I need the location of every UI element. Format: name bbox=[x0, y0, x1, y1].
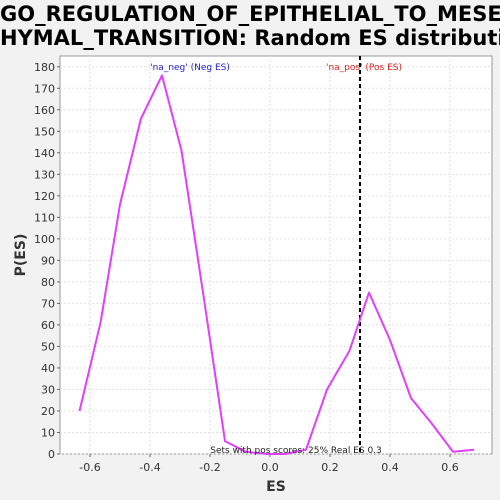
x-tick-label: -0.6 bbox=[79, 461, 100, 474]
y-axis-label: P(ES) bbox=[13, 234, 29, 277]
y-tick-label: 30 bbox=[41, 383, 55, 396]
x-tick-label: -0.4 bbox=[139, 461, 160, 474]
chart-title-line-1: GO_REGULATION_OF_EPITHELIAL_TO_MESENC bbox=[0, 2, 500, 26]
y-tick-label: 70 bbox=[41, 297, 55, 310]
y-tick-label: 140 bbox=[34, 147, 55, 160]
y-tick-label: 90 bbox=[41, 254, 55, 267]
chart-title-line-2: HYMAL_TRANSITION: Random ES distribution bbox=[0, 26, 500, 50]
x-tick-label: 0.0 bbox=[261, 461, 279, 474]
y-tick-label: 110 bbox=[34, 211, 55, 224]
y-tick-label: 20 bbox=[41, 405, 55, 418]
y-tick-label: 40 bbox=[41, 362, 55, 375]
x-tick-label: 0.2 bbox=[321, 461, 339, 474]
x-axis-ticks: -0.6 -0.4 -0.2 0.0 0.2 0.4 0.6 bbox=[79, 454, 459, 474]
legend-pos-es: 'na_pos' (Pos ES) bbox=[326, 63, 402, 73]
legend-neg-es: 'na_neg' (Neg ES) bbox=[150, 63, 230, 73]
es-distribution-line bbox=[78, 74, 475, 455]
y-tick-label: 100 bbox=[34, 233, 55, 246]
x-axis-label: ES bbox=[266, 479, 286, 495]
y-tick-label: 0 bbox=[48, 448, 55, 461]
y-tick-label: 80 bbox=[41, 276, 55, 289]
y-tick-label: 130 bbox=[34, 168, 55, 181]
x-tick-label: 0.4 bbox=[381, 461, 399, 474]
grid-lines bbox=[60, 56, 492, 455]
y-axis-ticks: 0 10 20 30 40 50 60 70 80 90 100 110 120 130 140 150 160… bbox=[34, 61, 60, 461]
y-tick-label: 10 bbox=[41, 426, 55, 439]
y-tick-label: 50 bbox=[41, 340, 55, 353]
y-tick-label: 170 bbox=[34, 82, 55, 95]
y-tick-label: 60 bbox=[41, 319, 55, 332]
pos-scores-annotation: Sets with pos scores: 25% Real ES 0.3 bbox=[210, 446, 382, 456]
x-tick-label: -0.2 bbox=[199, 461, 220, 474]
plot-area bbox=[59, 55, 493, 455]
series-group bbox=[78, 74, 475, 455]
y-tick-label: 160 bbox=[34, 104, 55, 117]
y-tick-label: 150 bbox=[34, 125, 55, 138]
y-tick-label: 180 bbox=[34, 61, 55, 74]
x-tick-label: 0.6 bbox=[441, 461, 459, 474]
y-tick-label: 120 bbox=[34, 190, 55, 203]
